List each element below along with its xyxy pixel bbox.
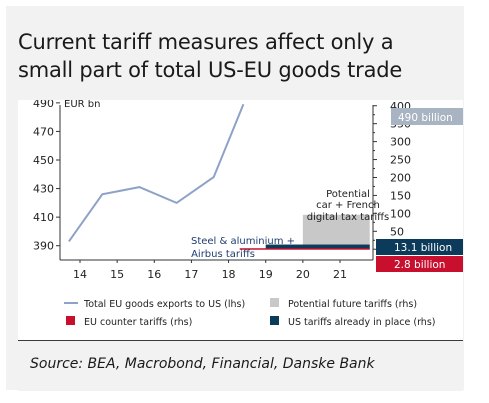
x-tick-label: 20 — [296, 268, 310, 281]
legend-label: EU counter tariffs (rhs) — [84, 317, 192, 328]
series-line-total-exports — [68, 103, 245, 242]
y-right-tick-label: 50 — [390, 225, 404, 238]
value-label-us: 13.1 billion — [394, 242, 452, 254]
annotation-potential-line: Potential — [326, 189, 370, 200]
y-left-tick-label: 410 — [33, 211, 54, 224]
title-line-2: small part of total US-EU goods trade — [18, 58, 403, 82]
y-right-tick-label: 200 — [390, 171, 411, 184]
legend-label: US tariffs already in place (rhs) — [288, 317, 436, 328]
y-right-tick-label: 250 — [390, 154, 411, 167]
legend-swatch-box — [270, 316, 279, 325]
x-tick-label: 15 — [110, 268, 124, 281]
x-tick-label: 19 — [259, 268, 273, 281]
value-label-eu-box — [376, 256, 463, 272]
y-left-tick-label: 390 — [33, 240, 54, 253]
source-footer: Source: BEA, Macrobond, Financial, Dansk… — [18, 340, 463, 391]
legend-label: Potential future tariffs (rhs) — [288, 299, 417, 310]
chart-title: Current tariff measures affect only a sm… — [18, 28, 463, 84]
title-line-1: Current tariff measures affect only a — [18, 30, 394, 54]
legend-swatch-box — [66, 316, 75, 325]
y-left-tick-label: 470 — [33, 125, 54, 138]
source-text: Source: BEA, Macrobond, Financial, Dansk… — [30, 356, 375, 372]
value-label-total-box — [391, 108, 463, 125]
y-right-tick-label: 100 — [390, 207, 411, 220]
annotation-potential-line: digital tax tariffs — [307, 212, 389, 223]
y-left-tick-label: 430 — [33, 183, 54, 196]
y-left-tick-label: 490 — [33, 100, 54, 110]
legend-label: Total EU goods exports to US (lhs) — [83, 299, 245, 310]
x-tick-label: 17 — [184, 268, 198, 281]
x-tick-label: 16 — [147, 268, 161, 281]
annotation-potential-line: car + French — [316, 200, 380, 211]
value-label-total: 490 billion — [398, 112, 453, 124]
legend-swatch-box — [270, 298, 279, 307]
annotation-steel-line: Airbus tariffs — [191, 249, 255, 260]
y-right-tick-label: 150 — [390, 189, 411, 202]
x-tick-label: 14 — [73, 268, 87, 281]
y-right-tick-label: 300 — [390, 136, 411, 149]
y-left-unit-label: EUR bn — [64, 100, 100, 110]
y-left-tick-label: 450 — [33, 154, 54, 167]
value-label-us-box — [376, 239, 463, 255]
x-tick-label: 21 — [333, 268, 347, 281]
annotation-steel-line: Steel & aluminium + — [191, 236, 295, 247]
bar-potential — [302, 214, 370, 250]
bar-eu — [239, 248, 370, 250]
x-tick-label: 18 — [222, 268, 236, 281]
bar-us — [265, 244, 370, 250]
value-label-eu: 2.8 billion — [394, 259, 445, 271]
